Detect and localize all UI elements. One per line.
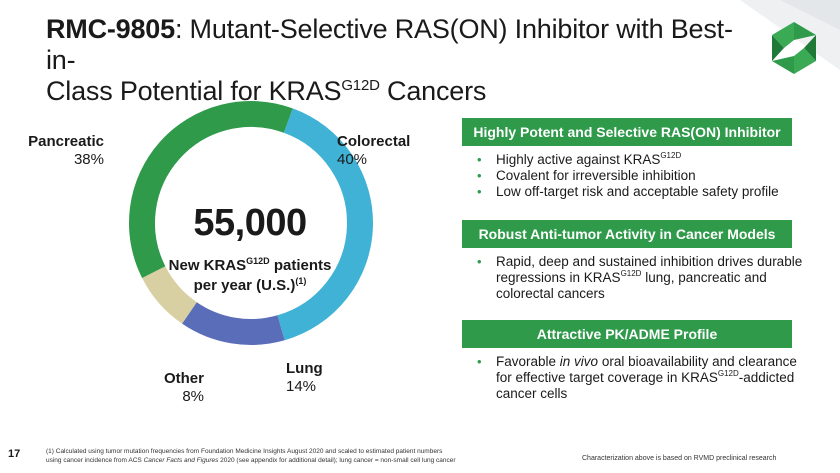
- title-text: : Mutant-Selective RAS(ON) Inhibitor wit…: [46, 14, 733, 75]
- panel-heading-pk-adme: Attractive PK/ADME Profile: [462, 320, 792, 348]
- slide-title: RMC-9805: Mutant-Selective RAS(ON) Inhib…: [46, 14, 746, 107]
- bullet-text: Highly active against KRAS: [496, 152, 661, 167]
- kras-donut-chart: [129, 101, 373, 345]
- segment-value: 14%: [286, 378, 317, 395]
- list-item: • Highly active against KRASG12D: [476, 152, 806, 168]
- caption-text-line2: per year (U.S.): [193, 277, 296, 294]
- segment-name: Pancreatic: [28, 133, 104, 150]
- donut-slice-colorectal: [277, 108, 373, 341]
- footnote-line2: using cancer incidence from ACS: [46, 457, 144, 464]
- bullet-text: Covalent for irreversible inhibition: [496, 168, 696, 183]
- bullet-text-mid: oral bioavailability and clearance for e…: [496, 354, 797, 385]
- bullet-text-end: -addicted cancer cells: [496, 370, 795, 401]
- title-superscript: G12D: [341, 77, 380, 94]
- segment-value: 8%: [182, 388, 204, 405]
- segment-name: Lung: [286, 360, 323, 377]
- pk-bullet-list: • Favorable in vivo oral bioavailability …: [476, 354, 806, 402]
- bullet-text: Favorable: [496, 354, 560, 369]
- bullet-icon: •: [477, 254, 482, 269]
- patient-count-caption: New KRASG12D patients per year (U.S.)(1): [130, 256, 370, 296]
- antitumor-bullet-list: • Rapid, deep and sustained inhibition dr…: [476, 254, 806, 302]
- bullet-icon: •: [477, 184, 482, 199]
- bullet-superscript: G12D: [620, 269, 642, 278]
- revolution-medicines-logo: [772, 22, 816, 74]
- bullet-text-end: lung, pancreatic and colorectal cancers: [496, 270, 767, 301]
- donut-slice-other: [142, 265, 198, 324]
- segment-label-other: Other 8%: [142, 370, 204, 406]
- caption-text-end: patients: [269, 257, 332, 274]
- footnote-line1: (1) Calculated using tumor mutation freq…: [46, 448, 443, 455]
- list-item: • Favorable in vivo oral bioavailability …: [476, 354, 806, 402]
- potency-bullet-list: • Highly active against KRASG12D • Covalen…: [476, 152, 806, 200]
- caption-superscript: G12D: [246, 256, 270, 266]
- bullet-text: Rapid, deep and sustained inhibition dri…: [496, 254, 803, 285]
- list-item: • Low off-target risk and acceptable safe…: [476, 184, 806, 200]
- panel-heading-potency: Highly Potent and Selective RAS(ON) Inhi…: [462, 118, 792, 146]
- title-text-line2: Class Potential for KRAS: [46, 76, 342, 106]
- footnote-ref: (1): [295, 276, 307, 286]
- patient-count: 55,000: [193, 202, 307, 244]
- segment-value: 38%: [73, 151, 104, 168]
- title-drug-name: RMC-9805: [46, 14, 175, 44]
- bullet-superscript: G12D: [660, 151, 682, 160]
- bullet-superscript: G12D: [717, 369, 739, 378]
- bullet-icon: •: [477, 168, 482, 183]
- segment-label-colorectal: Colorectal 40%: [337, 133, 410, 169]
- bullet-emphasis: in vivo: [559, 354, 599, 369]
- bullet-icon: •: [477, 152, 482, 167]
- footnote-source-title: Cancer Facts and Figures: [143, 457, 219, 464]
- segment-name: Colorectal: [337, 133, 411, 150]
- panel-heading-antitumor: Robust Anti-tumor Activity in Cancer Mod…: [462, 220, 792, 248]
- segment-label-pancreatic: Pancreatic 38%: [4, 133, 104, 169]
- footnote-line2-end: 2020 (see appendix for additional detail…: [218, 457, 456, 464]
- footnote: (1) Calculated using tumor mutation freq…: [46, 447, 466, 465]
- donut-slice-pancreatic: [129, 101, 293, 278]
- caption-text: New KRAS: [168, 257, 247, 274]
- bullet-text: Low off-target risk and acceptable safet…: [496, 184, 779, 199]
- preclinical-disclaimer: Characterization above is based on RVMD …: [582, 455, 777, 462]
- segment-name: Other: [163, 370, 204, 387]
- page-number: 17: [8, 448, 21, 460]
- bullet-icon: •: [477, 354, 482, 369]
- list-item: • Covalent for irreversible inhibition: [476, 168, 806, 184]
- list-item: • Rapid, deep and sustained inhibition dr…: [476, 254, 806, 302]
- segment-label-lung: Lung 14%: [286, 360, 323, 396]
- segment-value: 40%: [337, 151, 368, 168]
- title-text-line2-end: Cancers: [379, 76, 487, 106]
- donut-slice-lung: [182, 301, 285, 345]
